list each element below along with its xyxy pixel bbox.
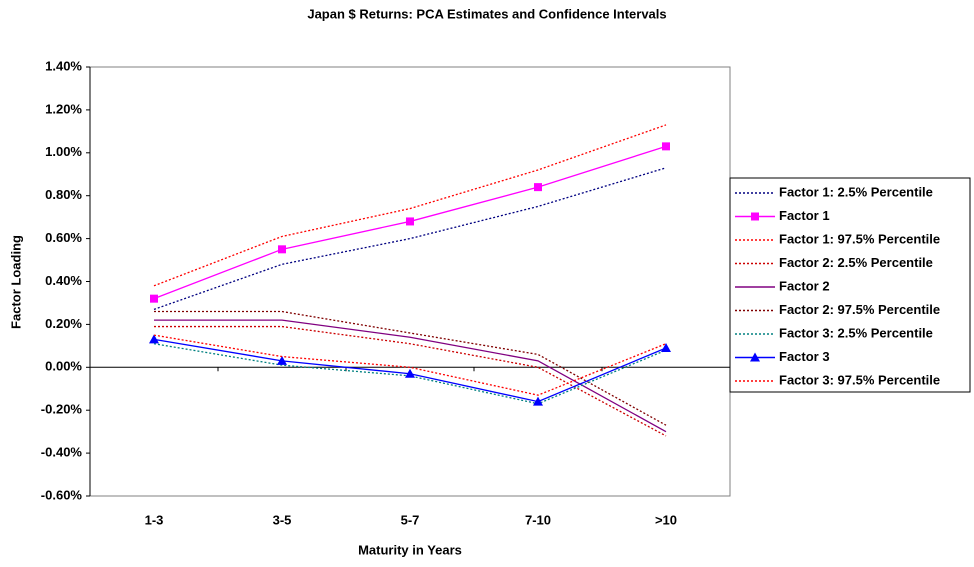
y-tick-label: 0.00% xyxy=(45,359,82,374)
legend-label: Factor 1: 2.5% Percentile xyxy=(779,184,933,199)
legend-box xyxy=(729,177,971,393)
x-tick-label: 3-5 xyxy=(273,512,292,527)
data-point xyxy=(405,368,415,378)
x-tick-label: >10 xyxy=(655,512,677,527)
chart-title: Japan $ Returns: PCA Estimates and Confi… xyxy=(307,6,666,21)
data-point xyxy=(149,334,159,344)
y-tick-label: 0.80% xyxy=(45,187,82,202)
data-point xyxy=(534,183,542,192)
y-tick-label: 0.20% xyxy=(45,316,82,331)
series-line xyxy=(154,310,667,426)
y-tick-label: -0.20% xyxy=(41,402,83,417)
x-tick-label: 1-3 xyxy=(145,512,164,527)
data-point xyxy=(533,396,543,406)
legend-label: Factor 2: 97.5% Percentile xyxy=(779,302,940,317)
legend-marker xyxy=(750,352,760,362)
legend-label: Factor 3: 2.5% Percentile xyxy=(779,325,933,340)
series-line xyxy=(154,325,667,437)
data-point xyxy=(662,142,670,151)
y-tick-label: 1.00% xyxy=(45,144,82,159)
y-tick-label: 1.20% xyxy=(45,101,82,116)
legend-label: Factor 2: 2.5% Percentile xyxy=(779,255,933,270)
y-tick-label: 1.40% xyxy=(45,58,82,73)
x-tick-label: 5-7 xyxy=(401,512,420,527)
y-tick-label: 0.40% xyxy=(45,273,82,288)
legend-label: Factor 3: 97.5% Percentile xyxy=(779,372,940,387)
y-axis-label: Factor Loading xyxy=(8,235,23,329)
legend-label: Factor 1: 97.5% Percentile xyxy=(779,231,940,246)
data-point xyxy=(277,355,287,365)
series-line xyxy=(153,124,667,287)
y-tick-label: -0.60% xyxy=(41,487,83,502)
data-point xyxy=(661,342,671,352)
legend-marker xyxy=(751,212,759,221)
x-tick-label: 7-10 xyxy=(525,512,551,527)
series-line xyxy=(154,319,667,433)
legend-label: Factor 1 xyxy=(779,208,830,223)
y-tick-label: -0.40% xyxy=(41,445,83,460)
data-point xyxy=(406,217,414,226)
data-point xyxy=(150,294,158,303)
legend-label: Factor 3 xyxy=(779,349,830,364)
x-axis-label: Maturity in Years xyxy=(358,542,462,557)
y-tick-label: 0.60% xyxy=(45,230,82,245)
data-point xyxy=(278,245,286,254)
legend-label: Factor 2 xyxy=(779,278,830,293)
